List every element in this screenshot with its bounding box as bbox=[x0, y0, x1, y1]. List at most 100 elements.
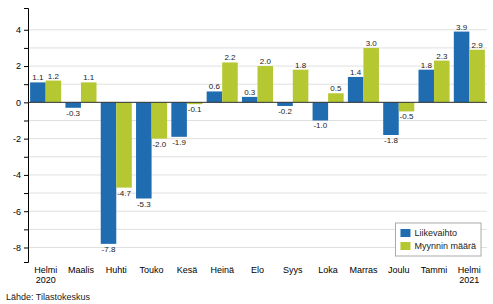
bar bbox=[293, 70, 309, 103]
data-label: 3.0 bbox=[366, 39, 378, 48]
data-label: -0.1 bbox=[188, 105, 202, 114]
grid-line bbox=[28, 29, 487, 30]
data-label: 1.8 bbox=[295, 61, 307, 70]
bar bbox=[399, 102, 415, 111]
data-label: 1.8 bbox=[421, 61, 433, 70]
y-tick-mark bbox=[24, 193, 28, 194]
bar bbox=[419, 70, 435, 103]
legend-label: Liikevaihto bbox=[414, 228, 457, 238]
y-tick bbox=[24, 157, 28, 158]
x-tick-label: Touko bbox=[140, 265, 164, 275]
x-tick: Helmi2020 bbox=[34, 262, 57, 285]
y-tick-mark bbox=[24, 247, 28, 248]
x-tick: Joulu bbox=[388, 262, 410, 275]
x-tick: Huhti bbox=[106, 262, 127, 275]
data-label: 0.3 bbox=[244, 88, 256, 97]
legend-swatch bbox=[400, 242, 410, 250]
x-tick: Heinä bbox=[210, 262, 234, 275]
x-tick-label: Syys bbox=[283, 265, 303, 275]
x-tick-label-line: Huhti bbox=[106, 265, 127, 275]
x-tick-label: Marras bbox=[349, 265, 378, 275]
y-tick: -8 bbox=[13, 243, 28, 253]
y-tick: -2 bbox=[13, 134, 28, 144]
legend-label: Myynnin määrä bbox=[414, 241, 476, 251]
y-axis: -8-6-4-2024 bbox=[13, 9, 29, 263]
bar bbox=[454, 32, 470, 103]
x-tick-label: Elo bbox=[251, 265, 264, 275]
x-tick-label-line: Kesä bbox=[177, 265, 198, 275]
data-label: 2.2 bbox=[224, 53, 236, 62]
bar bbox=[242, 97, 258, 102]
x-tick-label-line: Joulu bbox=[388, 265, 410, 275]
x-tick: Tammi bbox=[421, 262, 448, 275]
bar bbox=[363, 48, 379, 102]
data-label: -1.0 bbox=[313, 121, 327, 130]
data-label: 1.4 bbox=[350, 68, 362, 77]
x-tick-label-line: Touko bbox=[140, 265, 164, 275]
legend-item: Liikevaihto bbox=[400, 228, 457, 238]
y-tick-mark bbox=[24, 66, 28, 67]
data-label: 2.0 bbox=[260, 57, 272, 66]
x-tick-label-line: Syys bbox=[283, 265, 303, 275]
data-label: 2.9 bbox=[472, 41, 484, 50]
y-tick-mark bbox=[24, 84, 28, 85]
x-tick: Syys bbox=[283, 262, 303, 275]
data-label: -4.7 bbox=[117, 189, 131, 198]
y-tick-label: 0 bbox=[16, 98, 21, 108]
data-label: -1.9 bbox=[172, 138, 186, 147]
bar bbox=[171, 102, 187, 136]
bar bbox=[258, 66, 274, 102]
y-tick-mark bbox=[24, 157, 28, 158]
y-tick-mark bbox=[24, 229, 28, 230]
data-label: 1.2 bbox=[48, 72, 60, 81]
data-label: -2.0 bbox=[152, 140, 166, 149]
data-label: -7.8 bbox=[102, 245, 116, 254]
legend-swatch bbox=[400, 229, 410, 237]
y-tick: 0 bbox=[16, 98, 28, 108]
data-labels: 1.1-0.3-7.8-5.3-1.90.60.3-0.2-1.01.4-1.8… bbox=[32, 23, 483, 254]
data-label: -0.2 bbox=[278, 107, 292, 116]
bar bbox=[328, 93, 344, 102]
y-tick: -4 bbox=[13, 170, 28, 180]
x-tick-label: Maalis bbox=[68, 265, 95, 275]
plot: -8-6-4-2024Helmi2020MaalisHuhtiToukoKesä… bbox=[13, 9, 487, 286]
grid bbox=[28, 30, 487, 248]
bar bbox=[81, 82, 97, 102]
bar bbox=[313, 102, 329, 120]
data-label: 3.9 bbox=[456, 23, 468, 32]
data-label: -5.3 bbox=[137, 200, 151, 209]
chart-container: -8-6-4-2024Helmi2020MaalisHuhtiToukoKesä… bbox=[0, 0, 493, 304]
data-label: -0.5 bbox=[400, 112, 414, 121]
x-tick-label: Joulu bbox=[388, 265, 410, 275]
x-tick-label: Heinä bbox=[210, 265, 234, 275]
bar bbox=[101, 102, 117, 244]
bar bbox=[207, 91, 223, 102]
y-tick-mark bbox=[24, 120, 28, 121]
chart-svg: -8-6-4-2024Helmi2020MaalisHuhtiToukoKesä… bbox=[0, 0, 493, 304]
y-tick-mark bbox=[24, 175, 28, 176]
x-tick-label-line: 2021 bbox=[459, 275, 479, 285]
bar bbox=[348, 77, 364, 102]
legend-item: Myynnin määrä bbox=[400, 241, 476, 251]
y-tick bbox=[24, 229, 28, 230]
x-tick-label-line: Loka bbox=[318, 265, 338, 275]
legend-frame bbox=[395, 223, 481, 256]
x-tick-label-line: Marras bbox=[349, 265, 378, 275]
x-tick-label-line: Heinä bbox=[210, 265, 234, 275]
source-text: Lähde: Tilastokeskus bbox=[6, 292, 91, 302]
data-label: 0.6 bbox=[209, 82, 221, 91]
bar bbox=[469, 50, 485, 103]
x-tick: Maalis bbox=[68, 262, 95, 275]
grid-line bbox=[28, 47, 487, 48]
data-label: 0.5 bbox=[330, 84, 342, 93]
bar bbox=[30, 82, 46, 102]
grid-line bbox=[28, 156, 487, 157]
y-tick bbox=[24, 193, 28, 194]
y-tick-label: 4 bbox=[16, 25, 21, 35]
y-tick: -6 bbox=[13, 207, 28, 217]
y-tick-mark bbox=[24, 48, 28, 49]
x-tick-label: Helmi2020 bbox=[34, 265, 57, 285]
y-tick: 4 bbox=[16, 25, 28, 35]
grid-line bbox=[28, 193, 487, 194]
bar bbox=[277, 102, 293, 106]
